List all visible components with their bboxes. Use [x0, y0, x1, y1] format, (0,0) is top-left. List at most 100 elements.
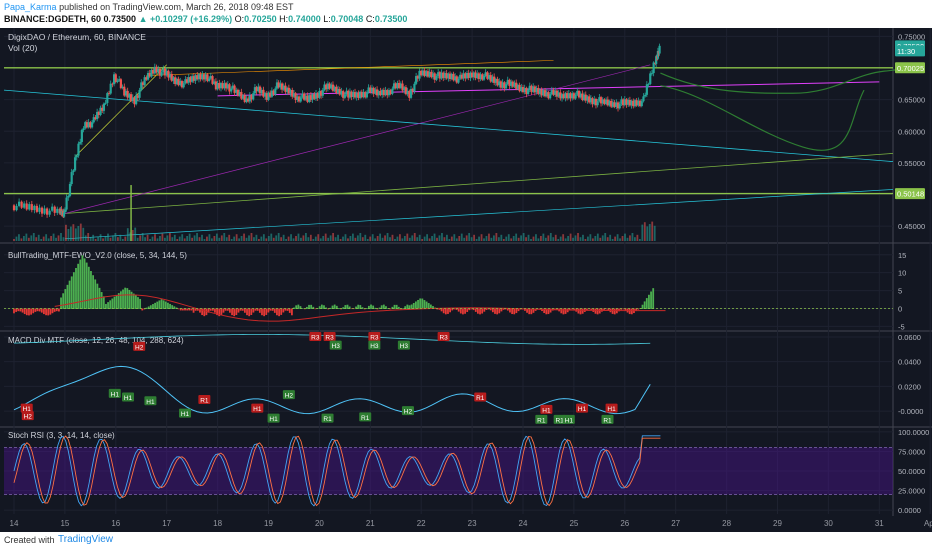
candle-body	[208, 78, 211, 81]
candle-body	[204, 74, 207, 80]
candle-body	[543, 90, 547, 97]
ewo-bar	[77, 263, 80, 309]
candle-body	[311, 94, 314, 100]
divergence-marker-label: H1	[23, 406, 32, 413]
candle-body	[235, 89, 238, 93]
volume-bar	[460, 233, 463, 241]
y-tick-label: 0.60000	[898, 127, 925, 136]
candle-body	[257, 86, 260, 92]
ewo-bar	[188, 308, 191, 311]
divergence-marker-bg	[576, 403, 589, 413]
volume-bar	[485, 236, 488, 241]
volume-bar	[136, 237, 139, 241]
candle-body	[489, 75, 492, 82]
ewo-bar	[571, 308, 573, 310]
ewo-bar	[374, 307, 377, 309]
candle-body	[116, 80, 119, 83]
ewo-bar	[130, 291, 133, 309]
candle-body	[270, 90, 273, 97]
ewo-bar	[218, 308, 221, 317]
candle-body	[638, 100, 642, 107]
candle-body	[623, 99, 626, 106]
candle-body	[209, 76, 212, 79]
ewo-bar	[53, 308, 56, 312]
y-tick-label: -0.0000	[898, 407, 923, 416]
ewo-bar	[562, 308, 565, 315]
volume-bar	[549, 233, 552, 241]
volume-bar	[606, 237, 609, 241]
candle-body	[240, 91, 243, 99]
candle-body	[272, 90, 275, 95]
candle-body	[491, 76, 494, 82]
volume-bar	[493, 235, 495, 241]
candle-body	[294, 93, 297, 100]
chart-area[interactable]: 141516171819202122232425262728293031Apr0…	[0, 28, 932, 532]
ewo-bar	[25, 308, 28, 316]
projection-curve	[660, 85, 865, 151]
candle-body	[447, 73, 450, 79]
volume-bar	[238, 238, 241, 241]
ewo-bar	[378, 307, 381, 309]
volume-bar	[176, 239, 179, 241]
chart-svg[interactable]: 141516171819202122232425262728293031Apr0…	[0, 28, 932, 532]
volume-bar	[381, 237, 384, 241]
ewo-bar	[276, 308, 278, 316]
candle-body	[146, 72, 150, 80]
candle-body	[113, 74, 116, 85]
x-tick-label: 26	[620, 519, 629, 528]
candle-body	[248, 95, 251, 102]
volume-bar	[322, 236, 325, 241]
ewo-bar	[19, 308, 22, 312]
candle-body	[175, 78, 178, 85]
ewo-bar	[141, 308, 144, 311]
volume-bar	[208, 234, 211, 241]
candle-body	[554, 90, 557, 95]
volume-bar	[354, 237, 357, 241]
candle-body	[472, 72, 475, 78]
volume-bar	[450, 236, 453, 241]
candle-body	[168, 74, 172, 78]
ewo-bar	[603, 308, 605, 310]
candle-body	[521, 87, 525, 93]
ewo-bar	[462, 308, 464, 315]
candle-body	[640, 101, 643, 107]
x-tick-label: 17	[162, 519, 171, 528]
candle-body	[413, 83, 416, 92]
candle-body	[326, 83, 329, 90]
ohlc-values: O:0.70250 H:0.74000 L:0.70048 C:0.73500	[234, 14, 408, 24]
candle-body	[579, 93, 582, 98]
candle-body	[632, 100, 635, 107]
candle-body	[460, 74, 464, 79]
volume-bar	[562, 234, 565, 241]
ewo-bar	[427, 303, 430, 309]
candle-body	[511, 81, 514, 87]
ewo-bar	[96, 283, 99, 309]
volume-bar	[161, 233, 164, 241]
divergence-marker-label: H3	[400, 343, 409, 350]
ewo-bar	[147, 306, 150, 309]
ewo-bar	[196, 308, 199, 311]
candle-body	[228, 84, 231, 92]
candle-body	[184, 79, 187, 84]
ewo-bar	[305, 306, 308, 309]
candle-body	[611, 102, 615, 107]
volume-bar	[72, 224, 75, 241]
ewo-bar	[359, 305, 362, 309]
trendline	[64, 189, 894, 240]
volume-bar	[82, 227, 85, 241]
tradingview-logo[interactable]: TradingView	[58, 534, 114, 545]
candle-body	[284, 85, 287, 92]
ewo-bar	[560, 308, 563, 314]
candle-body	[538, 89, 542, 94]
ewo-bar	[524, 308, 526, 311]
volume-bar	[332, 233, 335, 241]
candle-body	[20, 201, 23, 208]
ewo-histogram	[13, 255, 655, 317]
ewo-bar	[577, 308, 580, 314]
candle-body	[342, 91, 345, 98]
candle-body	[445, 73, 448, 79]
candle-body	[374, 89, 377, 94]
volume-bar	[35, 237, 38, 241]
author-link[interactable]: Papa_Karma	[4, 2, 57, 12]
divergence-marker-label: R1	[476, 395, 485, 402]
